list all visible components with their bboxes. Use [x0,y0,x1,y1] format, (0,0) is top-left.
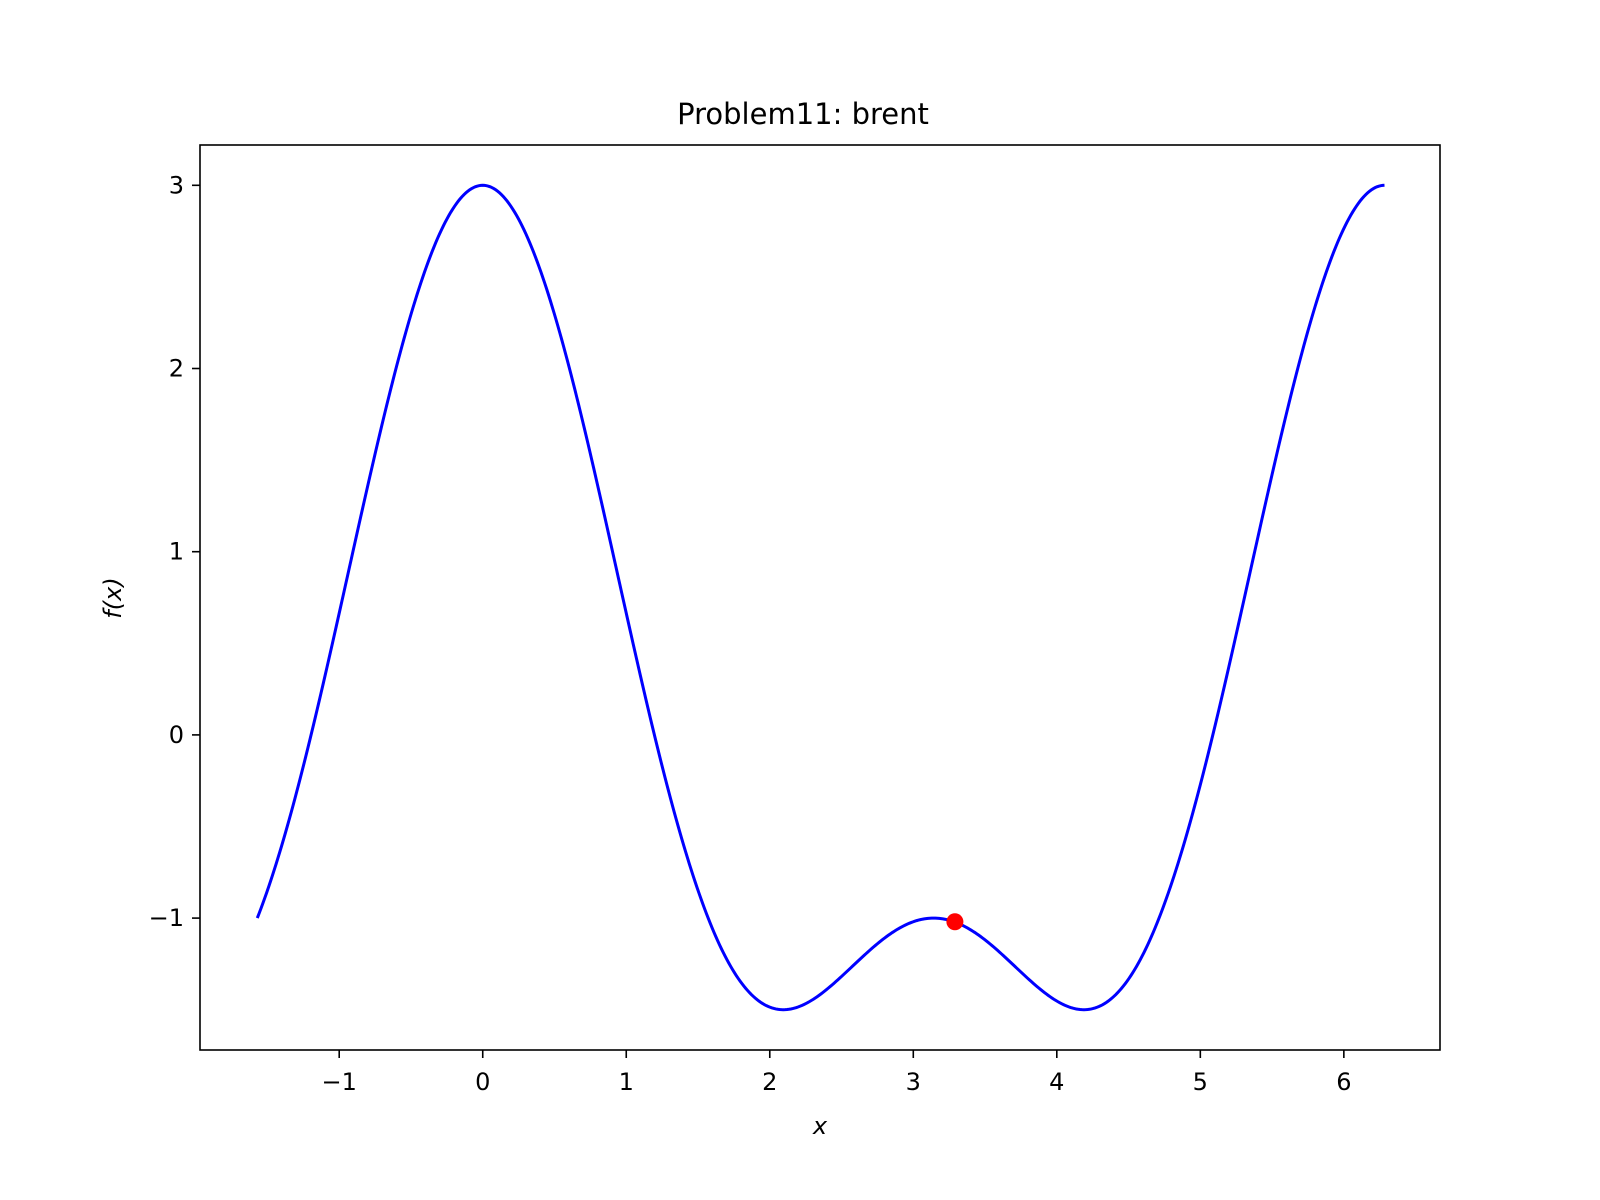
y-tick-label: 1 [169,538,184,566]
y-axis: −1 0 1 2 3 [149,171,200,932]
y-tick-label: 2 [169,355,184,383]
x-tick-label: 2 [762,1068,777,1096]
x-tick-label: 1 [619,1068,634,1096]
y-tick-label: −1 [149,904,184,932]
axes-frame [199,144,1441,1051]
x-tick-label: 0 [475,1068,490,1096]
plot-area [255,183,1385,1012]
x-tick-label: 6 [1336,1068,1351,1096]
y-tick-label: 0 [169,721,184,749]
y-tick-label: 3 [169,171,184,199]
x-tick-label: −1 [322,1068,357,1096]
x-axis-label: x [812,1112,828,1140]
x-tick-label: 4 [1049,1068,1064,1096]
series-line [255,183,1385,1012]
x-tick-label: 5 [1193,1068,1208,1096]
chart-title: Problem11: brent [677,97,929,131]
data-point [946,913,964,931]
y-axis-label: f(x) [99,577,127,618]
x-axis: −1 0 1 2 3 4 5 6 [322,1050,1351,1096]
x-tick-label: 3 [906,1068,921,1096]
